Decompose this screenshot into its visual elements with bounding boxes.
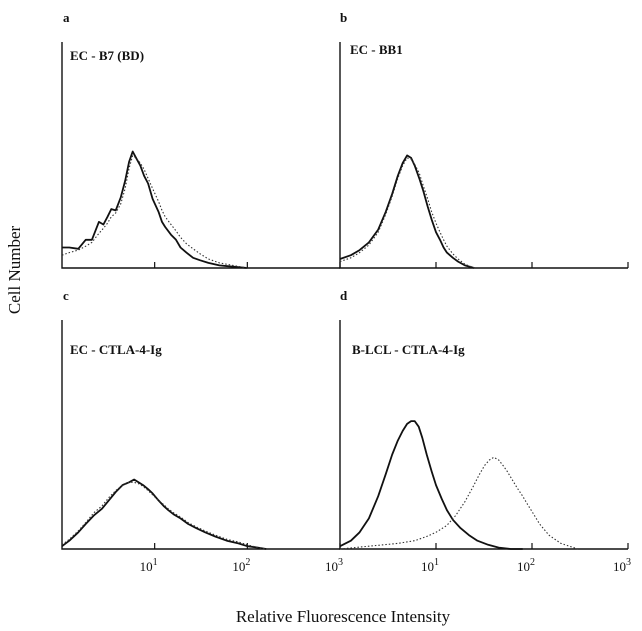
panel-c-letter: c <box>63 288 69 303</box>
panel-c-x-tick-label: 102 <box>232 557 250 574</box>
panel-c-solid-histogram <box>61 478 267 550</box>
panel-d: d B-LCL - CTLA-4-Ig 101 102 103 <box>339 288 631 574</box>
panel-b: b EC - BB1 <box>339 10 629 269</box>
panel-a-dotted-histogram <box>61 154 248 269</box>
panel-d-x-tick-label: 101 <box>421 557 439 574</box>
panel-d-title: B-LCL - CTLA-4-Ig <box>352 342 465 357</box>
panel-d-solid-histogram <box>339 420 523 550</box>
panel-b-letter: b <box>340 10 347 25</box>
panel-c-title: EC - CTLA-4-Ig <box>70 342 162 357</box>
panel-a: a EC - B7 (BD) <box>61 10 341 269</box>
panel-a-title: EC - B7 (BD) <box>70 48 144 63</box>
panel-b-title: EC - BB1 <box>350 42 403 57</box>
panel-d-x-tick-label: 103 <box>613 557 631 574</box>
panel-d-dotted-histogram <box>339 456 578 550</box>
y-axis-title: Cell Number <box>5 226 24 315</box>
panel-c: c EC - CTLA-4-Ig 101 102 103 <box>61 288 343 574</box>
panel-d-letter: d <box>340 288 348 303</box>
panel-a-letter: a <box>63 10 70 25</box>
panel-b-axes <box>339 42 628 269</box>
panel-c-x-tick-label: 101 <box>140 557 158 574</box>
panel-c-dotted-histogram <box>61 481 267 550</box>
panel-b-dotted-histogram <box>339 157 475 269</box>
x-axis-title: Relative Fluorescence Intensity <box>236 607 451 626</box>
panel-d-x-tick-label: 102 <box>517 557 535 574</box>
panel-a-axes <box>61 42 340 269</box>
panel-c-x-tick-label: 103 <box>325 557 343 574</box>
panel-b-solid-histogram <box>339 154 475 269</box>
panel-a-solid-histogram <box>62 150 248 269</box>
